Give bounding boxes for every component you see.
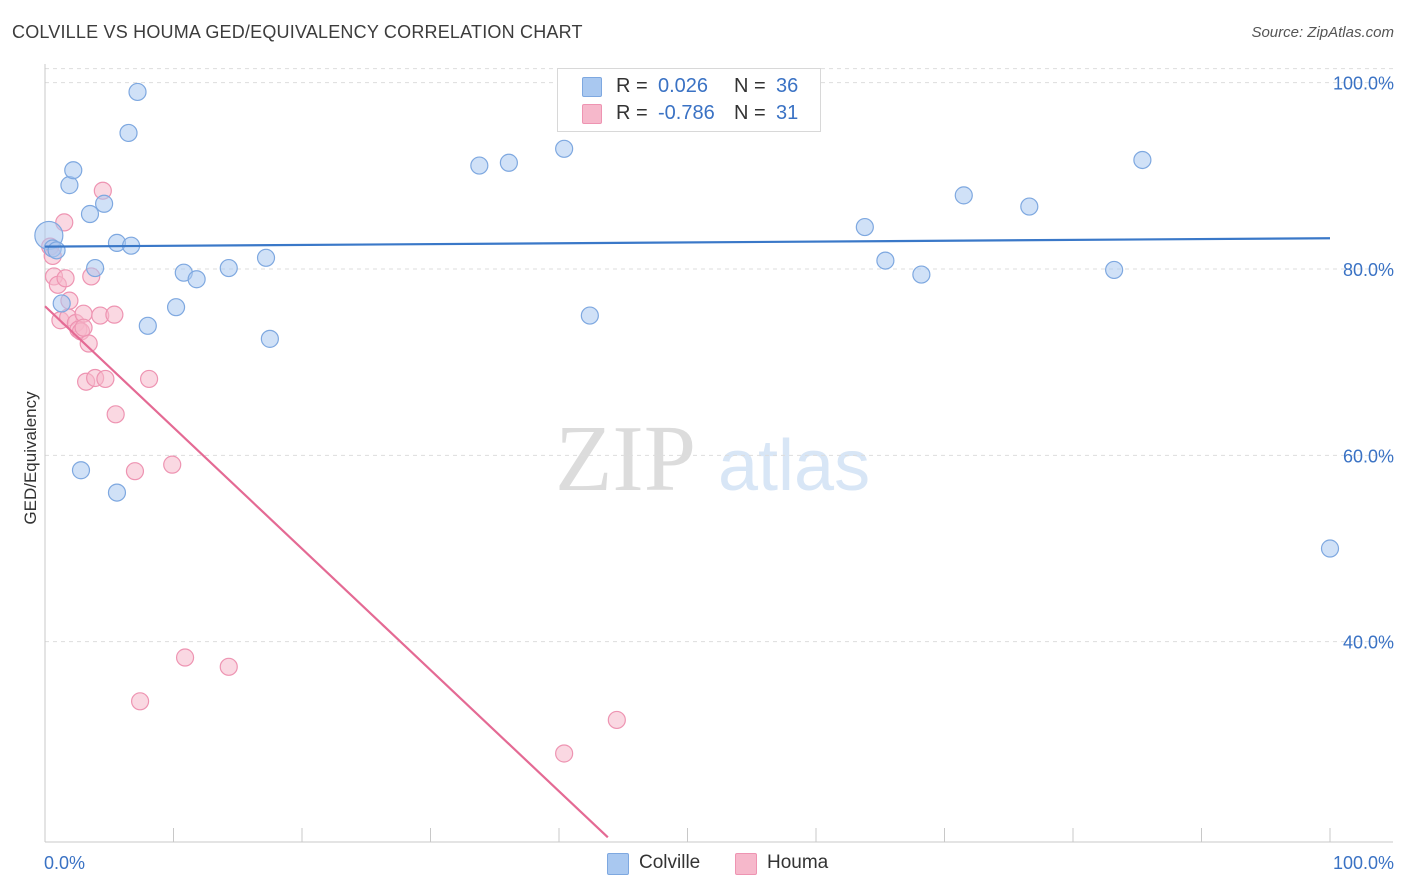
houma-swatch xyxy=(582,104,602,124)
houma-point xyxy=(607,710,626,730)
colville-point xyxy=(80,204,100,224)
colville-swatch xyxy=(582,77,602,97)
colville-point xyxy=(260,329,279,348)
colville-point xyxy=(107,483,127,502)
y-axis-title: GED/Equivalency xyxy=(21,391,40,525)
gridlines xyxy=(45,68,1393,643)
houma-trend-line xyxy=(44,305,609,839)
houma-point xyxy=(96,369,115,389)
legend-label-colville: Colville xyxy=(639,852,701,873)
houma-point xyxy=(74,318,93,337)
colville-point xyxy=(86,258,105,278)
colville-point xyxy=(52,294,71,313)
colville-point xyxy=(499,153,518,172)
y-tick-label: 60.0% xyxy=(1343,446,1394,466)
houma-point xyxy=(125,462,145,481)
r-value: 0.026 xyxy=(658,75,709,97)
colville-point xyxy=(71,461,91,480)
r-label: R = xyxy=(616,102,648,124)
watermark-zip: ZIP xyxy=(555,407,696,511)
source-credit: Source: ZipAtlas.com xyxy=(1251,24,1394,41)
colville-point xyxy=(60,176,79,195)
n-label: N = xyxy=(734,102,766,124)
colville-point xyxy=(1020,197,1039,216)
x-tick-label: 0.0% xyxy=(44,853,85,873)
colville-point xyxy=(95,194,114,213)
axes xyxy=(44,64,1393,843)
colville-point xyxy=(64,161,83,180)
colville-point xyxy=(912,265,931,284)
houma-point xyxy=(219,657,238,676)
houma-point xyxy=(139,369,159,389)
houma-point xyxy=(106,405,125,424)
colville-point xyxy=(1320,539,1340,558)
x-tick-label: 100.0% xyxy=(1333,853,1394,873)
houma-point xyxy=(175,648,195,667)
colville-point xyxy=(47,241,66,260)
colville-point xyxy=(219,258,238,278)
colville-points xyxy=(34,75,1340,558)
houma-point xyxy=(105,305,124,324)
houma-point xyxy=(163,455,182,474)
houma-point xyxy=(79,334,98,353)
colville-point xyxy=(1133,150,1152,170)
y-tick-label: 40.0% xyxy=(1343,633,1394,653)
colville-point xyxy=(187,270,206,289)
houma-swatch xyxy=(735,853,757,875)
colville-point xyxy=(954,186,973,205)
legend-label-houma: Houma xyxy=(767,852,829,873)
colville-trend-line xyxy=(44,237,1331,248)
houma-point xyxy=(130,692,150,711)
watermark-atlas: atlas xyxy=(718,426,870,506)
colville-point xyxy=(119,123,138,143)
houma-point xyxy=(555,744,574,763)
colville-point xyxy=(1105,260,1124,280)
chart-title: COLVILLE VS HOUMA GED/EQUIVALENCY CORREL… xyxy=(12,22,583,42)
colville-point xyxy=(580,306,599,325)
colville-point xyxy=(876,251,895,270)
colville-point xyxy=(256,248,276,267)
houma-point xyxy=(56,269,75,288)
axis-labels: 40.0% 60.0% 80.0% 100.0% 0.0% 100.0% GED/Equiv… xyxy=(21,74,1394,873)
y-tick-label: 100.0% xyxy=(1333,74,1394,94)
colville-swatch xyxy=(607,853,629,875)
n-label: N = xyxy=(734,75,766,97)
n-value: 36 xyxy=(776,75,799,97)
colville-point xyxy=(128,82,147,102)
r-label: R = xyxy=(616,75,648,97)
r-value: -0.786 xyxy=(658,102,715,124)
colville-point xyxy=(555,139,574,158)
colville-point xyxy=(855,217,874,237)
n-value: 31 xyxy=(776,102,799,124)
colville-point xyxy=(166,298,186,317)
colville-point xyxy=(138,316,157,335)
colville-point xyxy=(470,156,489,175)
trend-lines xyxy=(44,237,1331,839)
stats-legend: R = 0.026 N = 36 R = -0.786 N = 31 xyxy=(557,68,821,132)
y-tick-label: 80.0% xyxy=(1343,260,1394,280)
